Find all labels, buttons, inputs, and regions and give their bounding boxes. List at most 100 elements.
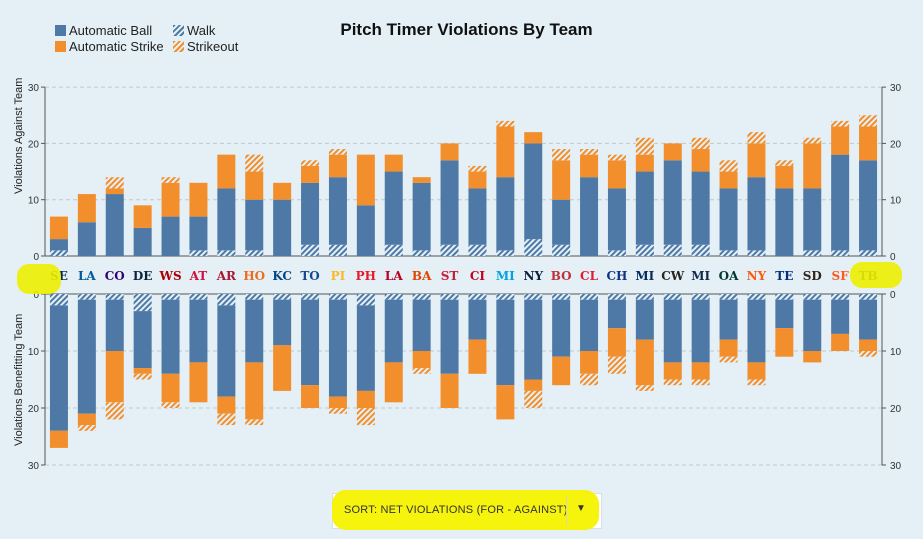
bottom-bar-HOU-automatic-strike [245, 362, 264, 420]
top-bar-MIA-automatic-strike [496, 126, 515, 178]
bottom-bar-SF-automatic-strike [831, 333, 850, 351]
top-tick-label: 10 [890, 196, 902, 207]
bottom-bar-CWS-automatic-strike [663, 362, 682, 380]
top-tick-label: 20 [28, 139, 40, 150]
legend-item-automatic-ball[interactable]: Automatic Ball [55, 23, 173, 38]
bottom-bar-COL-strikeout [105, 402, 124, 420]
team-logo-icon: AR [216, 269, 237, 283]
top-bar-TOR-walk [301, 244, 320, 256]
legend: Automatic Ball Walk Automatic Strike Str… [55, 22, 291, 54]
team-logo-icon: LA [78, 269, 96, 283]
bottom-bar-ATL-automatic-strike [189, 362, 208, 403]
top-bar-TEX-strikeout [775, 160, 794, 166]
bottom-tick-label: 10 [890, 347, 902, 358]
highlight-right [850, 262, 902, 288]
bottom-bar-HOU-automatic-ball [245, 299, 264, 363]
bottom-bar-SEA-automatic-strike [49, 430, 68, 448]
bottom-bar-OAK-walk [719, 294, 738, 300]
legend-item-automatic-strike[interactable]: Automatic Strike [55, 39, 173, 54]
bottom-bar-BAL-automatic-ball [412, 299, 431, 351]
bottom-bar-PHI-walk [356, 294, 375, 306]
bottom-bar-CWS-strikeout [663, 379, 682, 386]
bottom-bar-CLE-walk [580, 294, 599, 300]
top-bar-COL-strikeout [105, 177, 124, 189]
team-logo-icon: LA [385, 269, 403, 283]
top-bar-TB-automatic-strike [859, 126, 878, 161]
bottom-bar-CHC-automatic-ball [607, 299, 626, 329]
top-bar-SD-strikeout [803, 137, 822, 144]
bottom-bar-TOR-automatic-strike [301, 385, 320, 408]
top-bar-TB-automatic-ball [859, 160, 878, 251]
team-logo-icon: TE [775, 269, 793, 283]
bottom-bar-NYM-walk [747, 294, 766, 300]
bottom-bar-STL-automatic-ball [440, 299, 459, 374]
top-tick-label: 20 [890, 139, 902, 150]
top-bar-LAA-automatic-strike [384, 154, 403, 172]
bottom-bar-WSH-automatic-ball [161, 299, 180, 374]
bottom-bar-SF-walk [831, 294, 850, 300]
bottom-bar-WSH-walk [161, 294, 180, 300]
top-bar-ARI-walk [217, 250, 236, 256]
bottom-bar-LAD-strikeout [77, 425, 96, 431]
bottom-tick-label: 30 [890, 461, 902, 472]
bottom-bar-MIN-strikeout [635, 385, 654, 391]
top-bar-SEA-automatic-strike [49, 216, 68, 240]
top-bar-BOS-automatic-strike [552, 160, 571, 200]
top-bar-MIL-automatic-ball [691, 171, 710, 245]
bottom-bar-PHI-automatic-ball [356, 305, 375, 391]
top-bar-MIL-strikeout [691, 137, 710, 150]
bottom-bar-CLE-automatic-ball [580, 299, 599, 351]
top-bar-HOU-automatic-strike [245, 171, 264, 200]
highlight-left [17, 264, 61, 294]
bottom-bar-TOR-walk [301, 294, 320, 300]
bottom-bar-COL-automatic-strike [105, 351, 124, 403]
top-bar-SD-automatic-ball [803, 188, 822, 251]
bottom-bar-DET-automatic-ball [133, 311, 152, 369]
legend-item-strikeout[interactable]: Strikeout [173, 39, 291, 54]
bottom-bar-CLE-strikeout [580, 373, 599, 386]
top-bar-PIT-automatic-ball [328, 177, 347, 245]
bottom-bar-CIN-walk [468, 294, 487, 300]
team-logo-icon: MI [691, 269, 710, 283]
bottom-bar-SEA-walk [49, 294, 68, 306]
top-bar-STL-walk [440, 244, 459, 256]
top-tick-label: 30 [28, 83, 40, 94]
top-bar-SD-automatic-strike [803, 143, 822, 189]
bottom-tick-label: 0 [890, 290, 896, 301]
team-logo-icon: BA [412, 269, 432, 283]
top-bar-TB-strikeout [859, 115, 878, 127]
top-bar-LAD-automatic-strike [77, 194, 96, 223]
top-bar-BAL-automatic-ball [412, 182, 431, 251]
bottom-bar-SF-automatic-ball [831, 299, 850, 334]
top-bar-PHI-automatic-strike [356, 154, 375, 206]
sort-dropdown-label[interactable]: SORT: NET VIOLATIONS (FOR - AGAINST) [344, 504, 568, 516]
top-bar-CIN-walk [468, 244, 487, 256]
legend-swatch [173, 24, 184, 36]
bottom-bar-DET-automatic-strike [133, 368, 152, 374]
bottom-bar-KC-automatic-ball [273, 299, 292, 346]
legend-item-walk[interactable]: Walk [173, 23, 291, 38]
bottom-bar-PIT-strikeout [328, 408, 347, 414]
team-logo-icon: DE [133, 269, 153, 283]
top-bar-PIT-automatic-strike [328, 154, 347, 178]
top-bar-KC-automatic-ball [273, 199, 292, 256]
bottom-bar-PIT-automatic-strike [328, 396, 347, 408]
top-bar-CIN-strikeout [468, 165, 487, 172]
team-logo-icon: NY [523, 269, 543, 283]
bottom-tick-label: 30 [28, 461, 40, 472]
bottom-bar-MIA-automatic-ball [496, 299, 515, 386]
caret-down-icon[interactable]: ▼ [576, 503, 586, 514]
top-bar-SEA-walk [49, 250, 68, 256]
bottom-bar-PIT-automatic-ball [328, 299, 347, 397]
bottom-bar-LAA-walk [384, 294, 403, 300]
top-bar-STL-automatic-ball [440, 160, 459, 245]
top-tick-label: 10 [28, 196, 40, 207]
bottom-bar-CHC-strikeout [607, 356, 626, 374]
top-bar-MIL-walk [691, 244, 710, 256]
team-logo-icon: NY [747, 269, 767, 283]
bottom-bar-CIN-automatic-ball [468, 299, 487, 340]
bottom-tick-label: 0 [33, 290, 39, 301]
top-bar-COL-automatic-strike [105, 188, 124, 195]
bottom-bar-CLE-automatic-strike [580, 351, 599, 374]
top-bar-NYM-automatic-strike [747, 143, 766, 178]
